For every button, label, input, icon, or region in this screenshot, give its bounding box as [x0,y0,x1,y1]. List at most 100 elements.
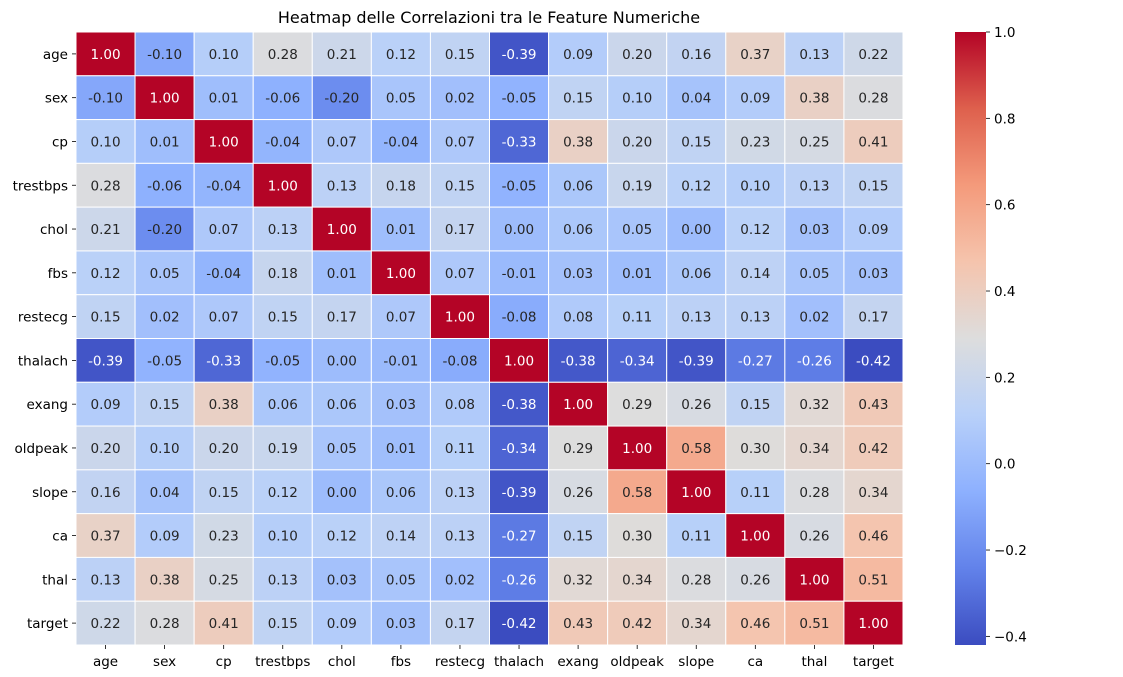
cell-value-label: -0.06 [147,178,182,194]
cell-value-label: 1.00 [858,616,888,632]
cell-value-label: 0.10 [740,178,770,194]
cell-value-label: 0.13 [268,572,298,588]
cell-value-label: 0.42 [858,441,888,457]
cell-value-label: 0.38 [209,397,239,413]
heatmap-cell-age-thalach [489,31,550,77]
heatmap-cell-age-fbs [370,31,431,77]
heatmap-cell-restecg-restecg [429,294,490,340]
cell-value-label: 0.00 [681,222,711,238]
cell-value-label: 0.18 [268,266,298,282]
cell-value-label: 0.20 [622,134,652,150]
heatmap-cell-slope-oldpeak [607,469,668,515]
x-tick-label: age [93,654,118,670]
cell-value-label: 0.18 [386,178,416,194]
cell-value-label: -0.39 [679,353,714,369]
heatmap-cell-oldpeak-sex [134,425,195,471]
y-tick-label: chol [40,222,68,238]
cell-value-label: 0.37 [740,47,770,63]
heatmap-cell-oldpeak-cp [193,425,254,471]
cell-value-label: 0.28 [799,485,829,501]
heatmap-cell-age-cp [193,31,254,77]
heatmap-cell-cp-target [843,119,904,164]
x-tick-label: thalach [494,654,544,670]
heatmap-cell-restecg-target [843,294,904,340]
cell-value-label: 0.19 [622,178,652,194]
heatmap-cell-target-chol [311,600,372,646]
heatmap-cell-trestbps-exang [548,162,609,208]
cell-value-label: 0.09 [858,222,888,238]
cell-value-label: -0.27 [502,529,537,545]
x-tick-label: cp [216,654,232,670]
heatmap-cell-target-fbs [370,600,431,646]
x-tick-label: exang [557,654,598,670]
cell-value-label: 0.30 [740,441,770,457]
cell-value-label: 0.10 [268,529,298,545]
heatmap-cell-sex-chol [311,75,372,121]
heatmap-cell-thal-exang [548,556,609,602]
y-axis: age sex cp trestbps chol fbs restecg thalach exa… [13,47,76,632]
cell-value-label: -0.06 [265,91,300,107]
cell-value-label: 0.17 [445,616,475,632]
cell-value-label: -0.08 [502,310,537,326]
cell-value-label: 0.09 [327,616,357,632]
heatmap-cell-sex-thalach [489,75,550,121]
cell-value-label: 0.32 [563,572,593,588]
cell-value-label: -0.04 [206,266,241,282]
heatmap-cell-exang-trestbps [252,381,313,427]
cell-value-label: 0.42 [622,616,652,632]
heatmap-cell-oldpeak-thalach [489,425,550,471]
cell-value-label: 0.03 [858,266,888,282]
cell-value-label: 0.29 [563,441,593,457]
heatmap-cell-age-sex [134,31,195,77]
cell-value-label: 0.22 [858,47,888,63]
colorbar-tick-label: −0.4 [994,629,1027,645]
heatmap-cell-trestbps-thal [784,162,845,208]
x-tick-label: slope [678,654,714,670]
heatmap-cell-ca-sex [134,513,195,558]
cell-value-label: 0.15 [740,397,770,413]
colorbar-tick-label: 0.4 [994,284,1015,300]
cell-value-label: -0.05 [502,178,537,194]
x-tick-label: sex [153,654,176,670]
cell-value-label: 0.19 [268,441,298,457]
y-tick-label: restecg [18,310,68,326]
heatmap-cell-trestbps-slope [666,162,727,208]
cell-value-label: 0.01 [622,266,652,282]
cell-value-label: 0.30 [622,529,652,545]
heatmap-cell-target-age [75,600,136,646]
heatmap-cell-fbs-fbs [370,250,431,296]
heatmap-cell-ca-ca [725,513,786,558]
cell-value-label: 0.06 [386,485,416,501]
cell-value-label: 0.58 [622,485,652,501]
heatmap-cell-sex-restecg [429,75,490,121]
heatmap-cell-thalach-fbs [370,338,431,383]
cell-value-label: 0.11 [445,441,475,457]
cell-value-label: 1.00 [563,397,593,413]
cell-value-label: -0.20 [147,222,182,238]
heatmap-cell-sex-sex [134,75,195,121]
heatmap-cell-oldpeak-ca [725,425,786,471]
x-tick-label: target [853,654,894,670]
heatmap-cell-oldpeak-fbs [370,425,431,471]
cell-value-label: 0.01 [209,91,239,107]
cell-value-label: -0.01 [502,266,537,282]
heatmap-cell-slope-ca [725,469,786,515]
cell-value-label: 1.00 [268,178,298,194]
heatmap-cell-sex-trestbps [252,75,313,121]
cell-value-label: 0.34 [799,441,829,457]
cell-value-label: 0.01 [386,222,416,238]
cell-value-label: 0.23 [209,529,239,545]
cell-value-label: -0.42 [502,616,537,632]
heatmap-cells: 1.00 -0.10 0.10 0.28 0.21 0.12 0.15 -0.39 0.09 0.… [75,31,904,646]
cell-value-label: -0.33 [502,134,537,150]
colorbar-tick-label: 1.0 [994,25,1015,41]
heatmap-cell-exang-cp [193,381,254,427]
cell-value-label: 0.12 [386,47,416,63]
cell-value-label: 1.00 [445,310,475,326]
heatmap-cell-trestbps-target [843,162,904,208]
cell-value-label: 0.21 [327,47,357,63]
cell-value-label: 0.26 [681,397,711,413]
cell-value-label: 0.07 [327,134,357,150]
y-tick-label: cp [52,134,68,150]
cell-value-label: 0.07 [209,222,239,238]
